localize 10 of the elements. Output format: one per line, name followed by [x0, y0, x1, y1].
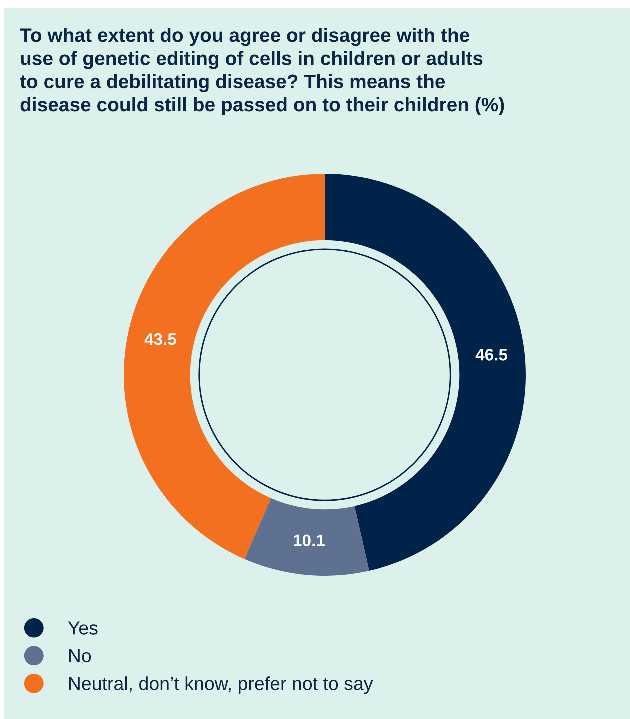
legend-label: Neutral, don’t know, prefer not to say	[69, 676, 374, 694]
donut-slice	[325, 174, 526, 572]
chart-title: To what extent do you agree or disagree with the use of genetic editing of cells in children or adults to cure a debilitating disease? This means the disease could still be passed on to their children (%)	[20, 28, 504, 116]
donut-slice	[244, 498, 370, 576]
legend-label: No	[69, 650, 92, 663]
data-label: 10.1	[294, 534, 325, 547]
data-label: 43.5	[144, 333, 176, 346]
donut-slice	[124, 174, 325, 560]
legend-label: Yes	[68, 622, 98, 635]
data-label: 46.5	[476, 349, 508, 361]
